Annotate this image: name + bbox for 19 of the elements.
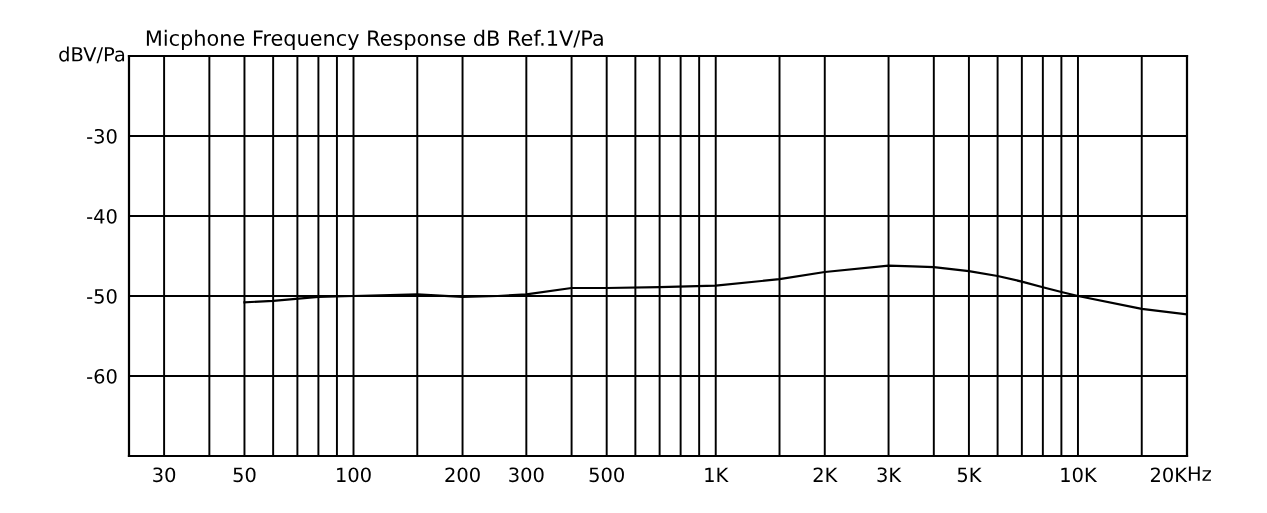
y-tick-label: -40 — [87, 208, 117, 224]
x-axis-title: Hz — [1188, 466, 1211, 481]
x-tick-label: 50 — [233, 467, 256, 483]
x-tick-label: 200 — [445, 467, 480, 483]
y-tick-label: -60 — [87, 368, 117, 384]
x-tick-label: 30 — [153, 467, 176, 483]
y-tick-label: -30 — [87, 128, 117, 144]
x-tick-label: 100 — [337, 467, 371, 483]
x-tick-label: 500 — [589, 467, 624, 483]
x-tick-label: 1K — [705, 467, 729, 482]
x-tick-label: 10K — [1061, 467, 1098, 483]
x-tick-label: 300 — [509, 467, 544, 483]
y-axis-title: dBV/Pa — [59, 46, 125, 64]
x-tick-label: 5K — [957, 467, 982, 483]
chart-title: Micphone Frequency Response dB Ref.1V/Pa — [146, 29, 603, 50]
x-tick-label: 20K — [1150, 467, 1188, 483]
x-tick-label: 2K — [813, 467, 838, 482]
y-tick-label: -50 — [87, 288, 117, 304]
x-tick-label: 3K — [877, 467, 902, 483]
